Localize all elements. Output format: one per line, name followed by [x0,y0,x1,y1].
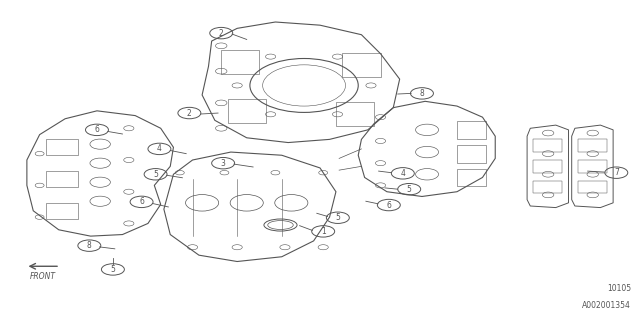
Text: FRONT: FRONT [30,272,56,281]
Text: 8: 8 [420,89,424,98]
Text: 4: 4 [401,169,405,178]
Text: 10105: 10105 [607,284,631,292]
Text: 2: 2 [219,28,223,38]
Text: 8: 8 [87,241,92,250]
Text: 5: 5 [111,265,115,274]
Text: 4: 4 [157,144,162,153]
Text: 1: 1 [321,227,326,236]
Text: 6: 6 [139,197,144,206]
Text: 2: 2 [187,108,192,117]
Text: 5: 5 [335,213,340,222]
Text: 5: 5 [407,185,412,194]
Text: 5: 5 [153,170,158,179]
Text: 7: 7 [614,168,619,177]
Text: 6: 6 [95,125,99,134]
Text: 6: 6 [387,201,391,210]
Text: 3: 3 [221,159,225,168]
Text: A002001354: A002001354 [582,301,631,310]
